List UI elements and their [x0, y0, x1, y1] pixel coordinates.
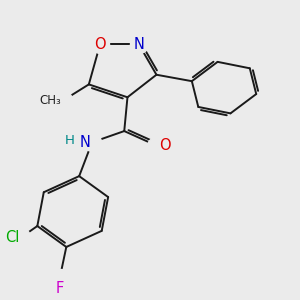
- Text: N: N: [133, 37, 144, 52]
- Text: F: F: [56, 281, 64, 296]
- Text: Cl: Cl: [5, 230, 20, 245]
- Text: O: O: [94, 37, 106, 52]
- Text: N: N: [80, 135, 90, 150]
- Text: H: H: [64, 134, 74, 147]
- Text: O: O: [159, 138, 171, 153]
- Text: CH₃: CH₃: [40, 94, 62, 107]
